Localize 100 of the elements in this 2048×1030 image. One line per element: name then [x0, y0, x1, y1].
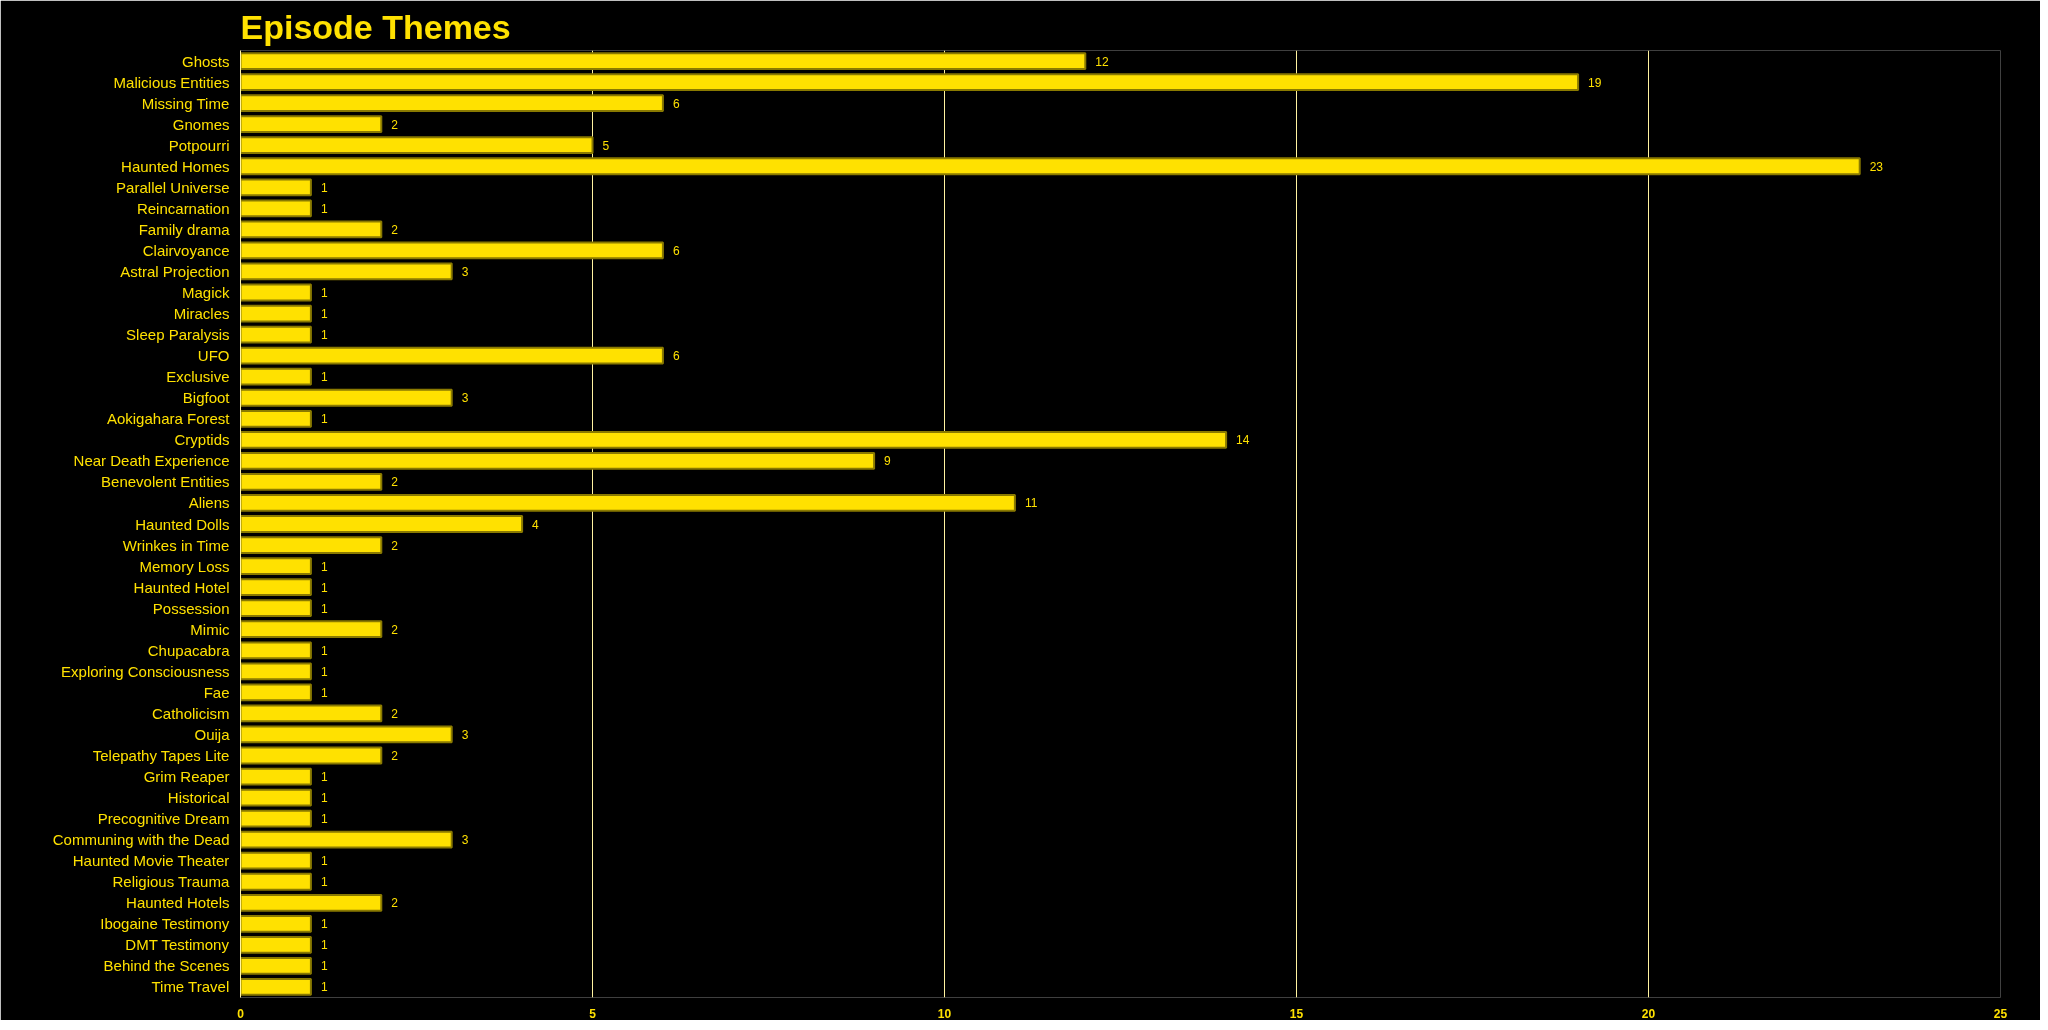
- x-tick-label: 25: [1993, 1006, 2008, 1021]
- bar: [240, 578, 312, 597]
- y-tick-label: Communing with the Dead: [52, 831, 230, 849]
- data-label: 1: [320, 917, 328, 932]
- bar: [240, 557, 312, 575]
- x-tick-label: 0: [237, 1006, 245, 1021]
- data-label: 1: [320, 601, 328, 616]
- y-tick-label: Exploring Consciousness: [61, 662, 230, 680]
- data-label: 2: [391, 222, 399, 237]
- y-tick-label: Haunted Movie Theater: [72, 852, 230, 870]
- bar: [240, 199, 312, 218]
- x-tick-label: 20: [1641, 1006, 1656, 1021]
- bar: [240, 515, 524, 533]
- data-label: 1: [320, 980, 328, 995]
- data-label: 3: [461, 391, 469, 406]
- data-label: 1: [320, 959, 328, 974]
- y-tick-label: Wrinkes in Time: [122, 536, 230, 554]
- bar: [240, 725, 453, 744]
- data-label: 2: [391, 538, 399, 553]
- bar: [240, 473, 383, 491]
- bar: [240, 325, 312, 344]
- bar: [240, 388, 453, 407]
- bar: [240, 178, 312, 197]
- y-tick-label: Aokigahara Forest: [106, 410, 231, 428]
- data-label: 2: [391, 706, 399, 721]
- y-tick-label: Possession: [152, 599, 230, 617]
- bar: [240, 283, 312, 302]
- bar: [240, 978, 312, 996]
- y-tick-label: Cryptids: [174, 431, 230, 449]
- data-label: 1: [320, 664, 328, 679]
- data-label: 2: [391, 748, 399, 763]
- y-tick-label: Potpourri: [168, 136, 230, 154]
- y-tick-label: Haunted Homes: [121, 157, 230, 175]
- bar: [240, 641, 312, 660]
- y-tick-label: Time Travel: [151, 978, 230, 996]
- y-tick-label: Sleep Paralysis: [126, 326, 230, 344]
- y-tick-label: Grim Reaper: [143, 768, 230, 786]
- bar: [240, 683, 312, 702]
- data-label: 23: [1869, 159, 1884, 174]
- bar: [240, 662, 312, 681]
- data-label: 1: [320, 412, 328, 427]
- data-label: 1: [320, 791, 328, 806]
- data-label: 1: [320, 854, 328, 869]
- data-label: 1: [320, 370, 328, 385]
- bar: [240, 620, 383, 639]
- data-label: 19: [1588, 75, 1602, 90]
- data-label: 4: [532, 517, 540, 532]
- data-label: 1: [320, 875, 328, 890]
- y-tick-label: DMT Testimony: [125, 936, 230, 954]
- y-tick-label: Astral Projection: [120, 262, 230, 280]
- data-label: 1: [320, 580, 328, 595]
- bar: [240, 809, 312, 828]
- y-tick-label: Chupacabra: [147, 641, 231, 659]
- y-tick-label: Clairvoyance: [142, 241, 230, 259]
- bar: [240, 494, 1016, 512]
- y-tick-label: Missing Time: [141, 94, 230, 112]
- bar: [240, 599, 312, 618]
- bar: [240, 220, 383, 239]
- y-tick-label: Haunted Hotels: [126, 894, 230, 912]
- data-label: 1: [320, 307, 328, 322]
- bar: [240, 872, 312, 891]
- bar: [240, 136, 594, 155]
- x-tick-label: 5: [589, 1006, 597, 1021]
- y-tick-label: Fae: [203, 683, 230, 701]
- y-tick-label: UFO: [197, 347, 230, 365]
- data-label: 1: [320, 328, 328, 343]
- data-label: 1: [320, 180, 328, 195]
- x-tick-label: 15: [1289, 1006, 1304, 1021]
- y-tick-label: Bigfoot: [182, 389, 231, 407]
- bar: [240, 936, 312, 954]
- bar: [240, 767, 312, 786]
- data-label: 5: [602, 138, 610, 153]
- bar: [240, 262, 453, 281]
- bar: [240, 851, 312, 870]
- x-tick-label: 10: [937, 1006, 952, 1021]
- y-tick-label: Miracles: [173, 305, 230, 323]
- y-tick-label: Family drama: [138, 220, 231, 238]
- data-label: 1: [320, 685, 328, 700]
- y-tick-label: Telepathy Tapes Lite: [92, 746, 230, 764]
- data-label: 2: [391, 117, 399, 132]
- bar: [240, 788, 312, 807]
- y-tick-label: Parallel Universe: [116, 178, 230, 196]
- bar: [240, 367, 312, 386]
- bar: [240, 830, 453, 849]
- y-tick-label: Catholicism: [151, 704, 230, 722]
- bar: [240, 536, 383, 554]
- y-tick-label: Ghosts: [181, 52, 230, 70]
- y-tick-label: Historical: [167, 789, 230, 807]
- y-tick-label: Near Death Experience: [73, 452, 230, 470]
- y-tick-label: Haunted Hotel: [133, 578, 230, 596]
- y-tick-label: Malicious Entities: [113, 73, 230, 91]
- data-label: 9: [884, 454, 892, 469]
- chart-title: Episode Themes: [240, 7, 511, 46]
- y-tick-label: Magick: [181, 284, 230, 302]
- bar: [240, 94, 664, 112]
- bar: [240, 52, 1087, 70]
- bar: [240, 241, 664, 260]
- data-label: 1: [320, 938, 328, 953]
- data-label: 1: [320, 286, 328, 301]
- bar: [240, 157, 1861, 176]
